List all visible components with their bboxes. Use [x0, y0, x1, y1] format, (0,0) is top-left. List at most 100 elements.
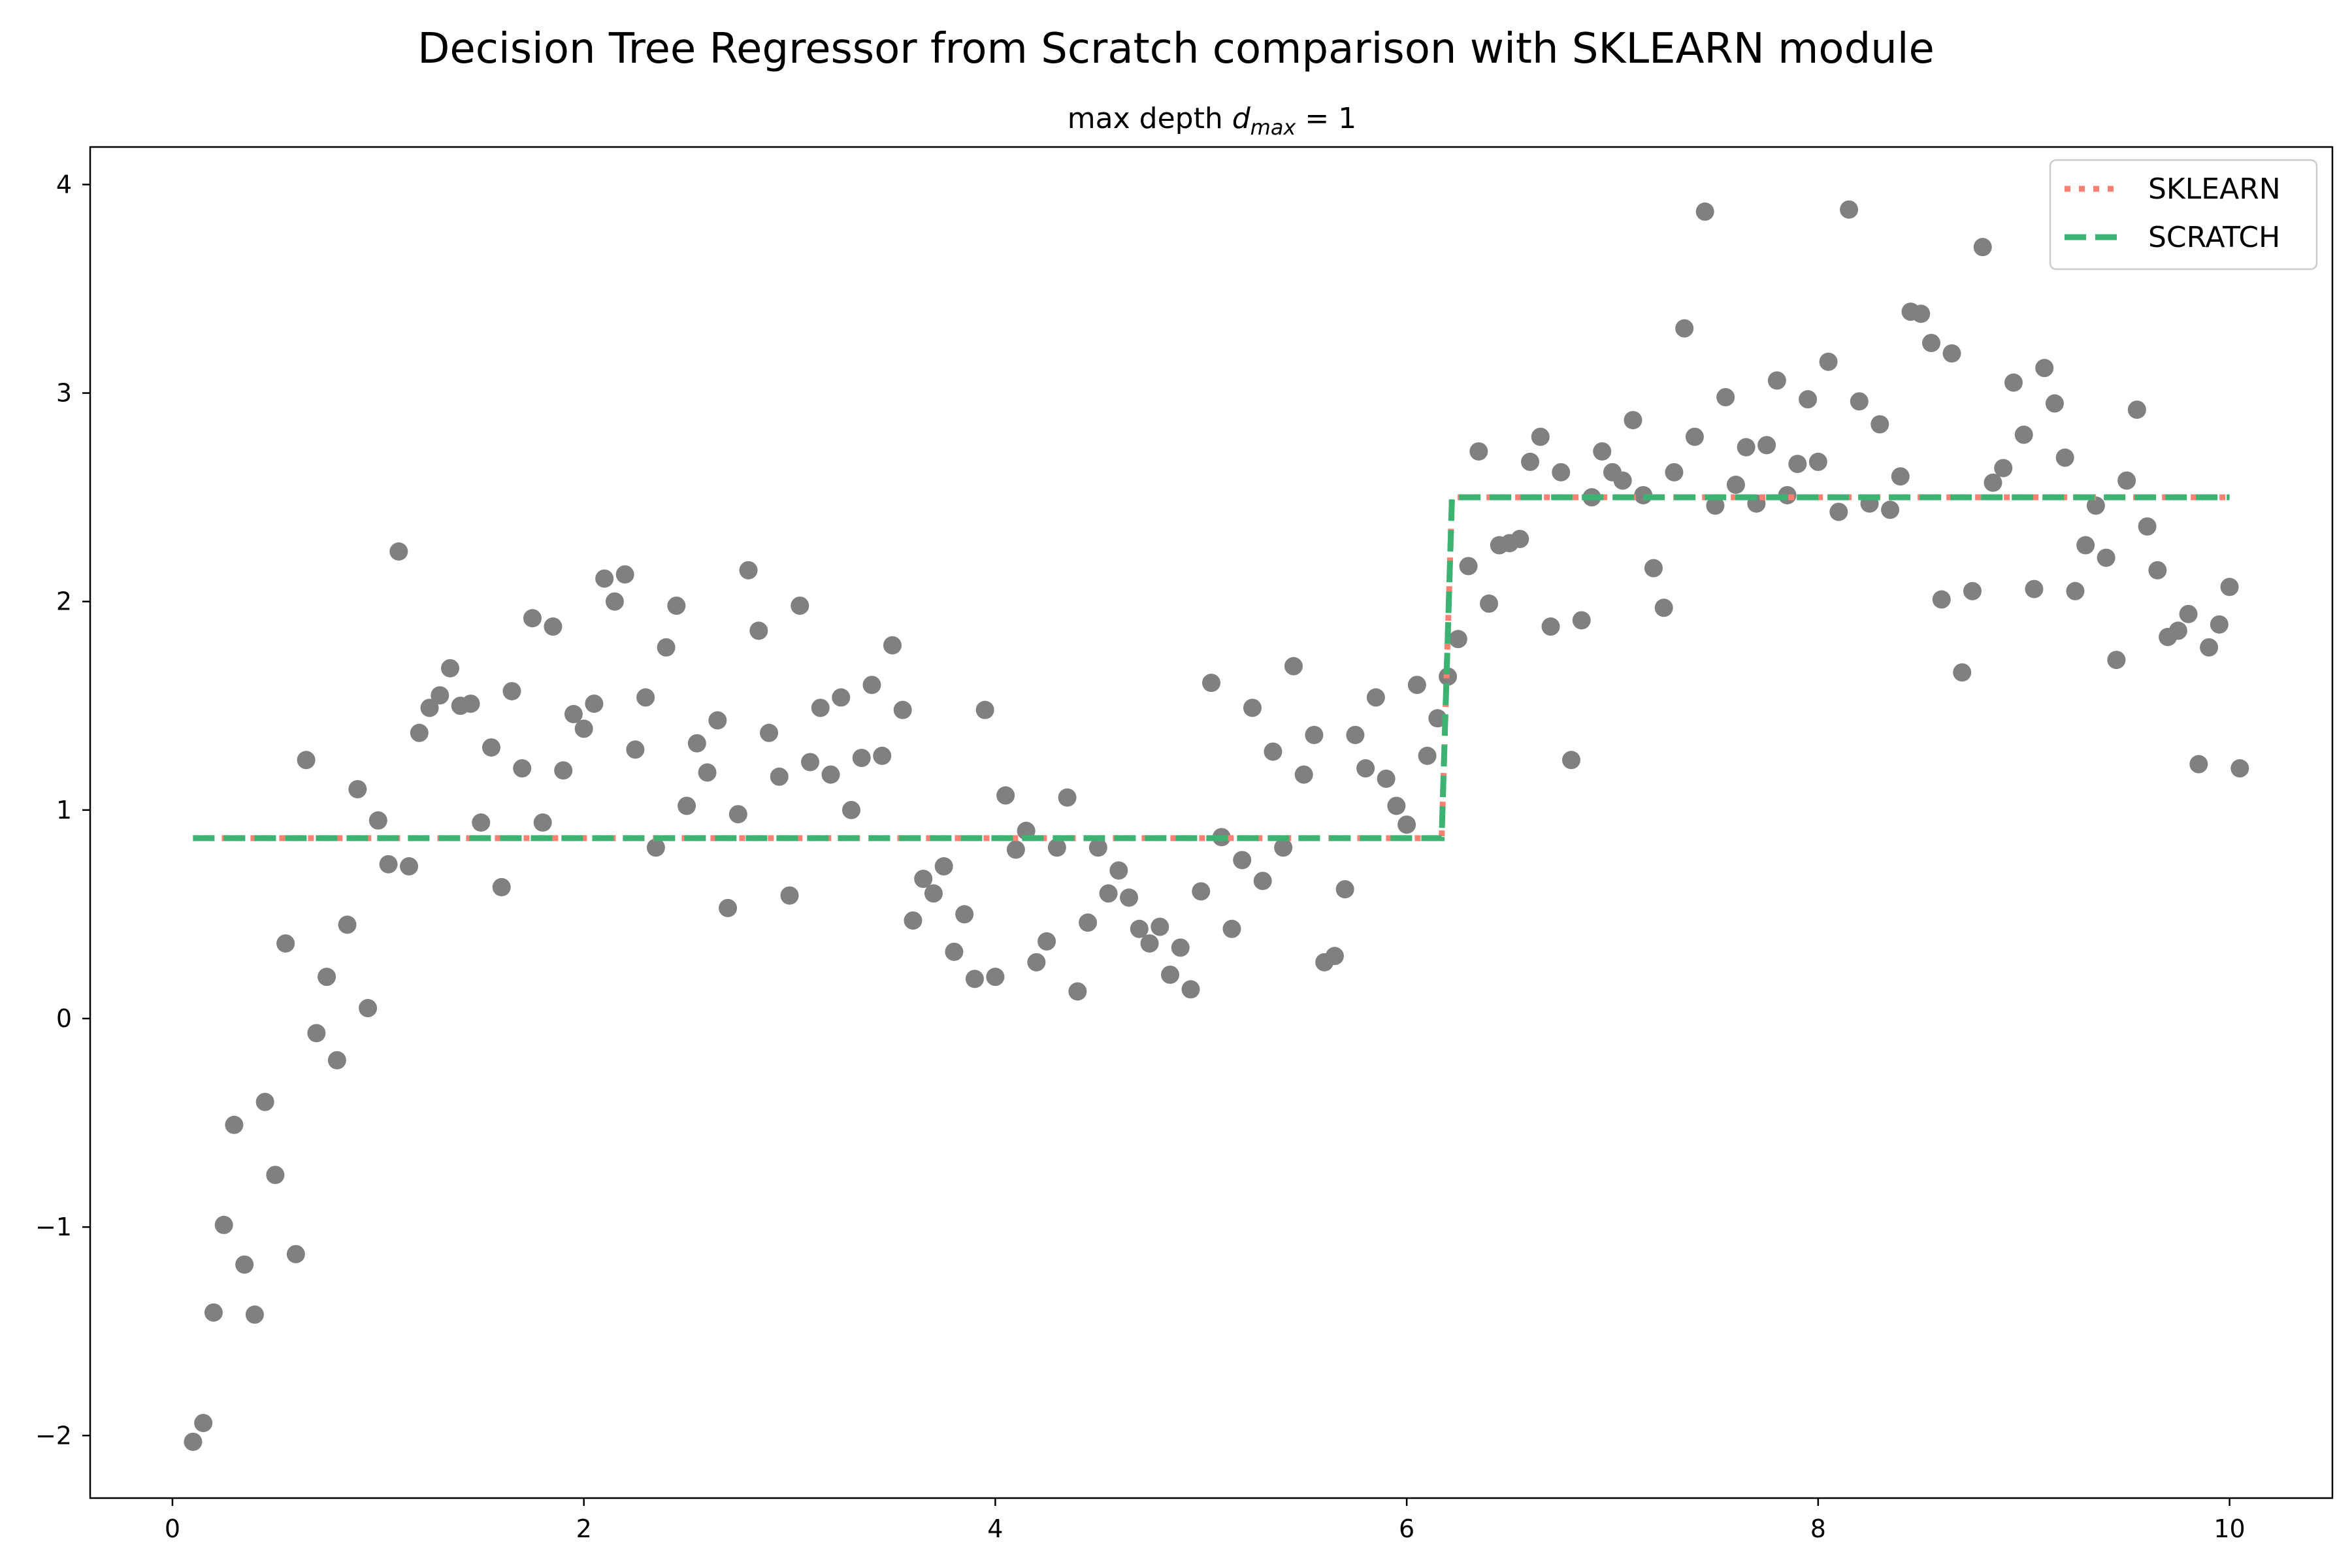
data-point — [1274, 838, 1293, 857]
data-point — [2220, 578, 2239, 596]
data-point — [1685, 427, 1704, 446]
data-point — [533, 813, 552, 832]
data-point — [513, 759, 532, 778]
data-point — [1932, 590, 1951, 609]
data-point — [184, 1432, 203, 1451]
data-point — [1665, 463, 1684, 482]
data-point — [1047, 838, 1066, 857]
data-point — [379, 855, 398, 874]
data-point — [975, 700, 994, 719]
data-point — [1222, 919, 1241, 938]
data-point — [811, 698, 830, 717]
data-point — [389, 542, 408, 561]
data-point — [1829, 502, 1848, 521]
data-point — [1099, 884, 1118, 903]
data-point — [2210, 615, 2229, 634]
data-point — [1459, 557, 1478, 576]
y-tick-label: −1 — [35, 1213, 72, 1241]
data-point — [1027, 953, 1046, 972]
data-point — [204, 1303, 223, 1322]
data-point — [1840, 200, 1859, 219]
data-point — [605, 592, 624, 611]
data-point — [1253, 872, 1272, 890]
data-point — [1366, 688, 1385, 707]
data-point — [368, 811, 387, 830]
data-point — [2025, 580, 2044, 598]
data-point — [348, 779, 367, 798]
data-point — [1572, 611, 1591, 630]
legend: SKLEARN SCRATCH — [2049, 159, 2318, 270]
data-point — [1151, 917, 1169, 936]
data-point — [1305, 725, 1324, 744]
data-point — [1140, 934, 1159, 953]
data-point — [1922, 333, 1941, 352]
data-point — [585, 694, 604, 713]
data-point — [996, 786, 1015, 805]
data-point — [1881, 500, 1900, 519]
data-point — [1562, 751, 1581, 770]
subtitle-suffix: = 1 — [1296, 102, 1356, 135]
data-point — [678, 796, 696, 815]
data-point — [1531, 427, 1550, 446]
data-point — [1850, 392, 1869, 411]
data-point — [1418, 746, 1437, 765]
data-point — [1593, 442, 1612, 461]
data-point — [1397, 815, 1416, 834]
data-point — [400, 857, 419, 876]
data-point — [667, 596, 686, 615]
data-point — [286, 1245, 305, 1264]
data-point — [1757, 436, 1776, 455]
data-point — [1284, 657, 1303, 676]
data-point — [1469, 442, 1488, 461]
data-point — [1181, 980, 1200, 999]
data-point — [2055, 448, 2074, 467]
data-point — [1356, 759, 1375, 778]
data-point — [1644, 559, 1663, 578]
data-point — [1387, 796, 1406, 815]
data-point — [482, 738, 500, 757]
data-point — [2168, 621, 2187, 640]
data-point — [431, 686, 449, 705]
plot-frame — [89, 146, 2334, 1499]
data-point — [2004, 373, 2023, 392]
data-point — [636, 688, 655, 707]
data-point — [2066, 581, 2085, 600]
data-point — [1325, 947, 1344, 966]
y-tick-label: 4 — [56, 170, 72, 199]
plot-area: 0 2 4 6 8 10 −2 −1 0 1 2 3 4 — [35, 146, 2334, 1543]
data-point — [441, 659, 460, 678]
data-point — [760, 723, 779, 742]
data-point — [1346, 725, 1365, 744]
data-point — [739, 561, 758, 580]
data-point — [420, 698, 439, 717]
data-point — [1552, 463, 1571, 482]
y-tick-label: −2 — [35, 1421, 72, 1450]
data-point — [1243, 698, 1262, 717]
sklearn-line — [193, 494, 2230, 841]
data-point — [595, 569, 614, 588]
data-point — [1695, 202, 1714, 221]
data-point — [1870, 415, 1889, 434]
data-point — [492, 877, 511, 896]
data-point — [1130, 919, 1149, 938]
x-tick-label: 10 — [2213, 1514, 2245, 1543]
data-point — [318, 968, 336, 987]
data-point — [862, 676, 881, 694]
data-point — [1716, 387, 1735, 406]
data-point — [1654, 598, 1673, 617]
data-point — [1726, 476, 1745, 494]
data-point — [2138, 517, 2157, 536]
data-point — [1767, 371, 1786, 390]
data-point — [1973, 238, 1992, 257]
subtitle-prefix: max depth — [1068, 102, 1232, 135]
data-point — [1037, 932, 1056, 951]
data-point — [2148, 561, 2167, 580]
data-point — [2117, 471, 2136, 490]
data-point — [893, 700, 912, 719]
data-point — [1120, 888, 1139, 907]
data-point — [791, 596, 809, 615]
data-point — [965, 970, 984, 988]
data-point — [2200, 638, 2219, 657]
data-point — [1511, 529, 1529, 548]
